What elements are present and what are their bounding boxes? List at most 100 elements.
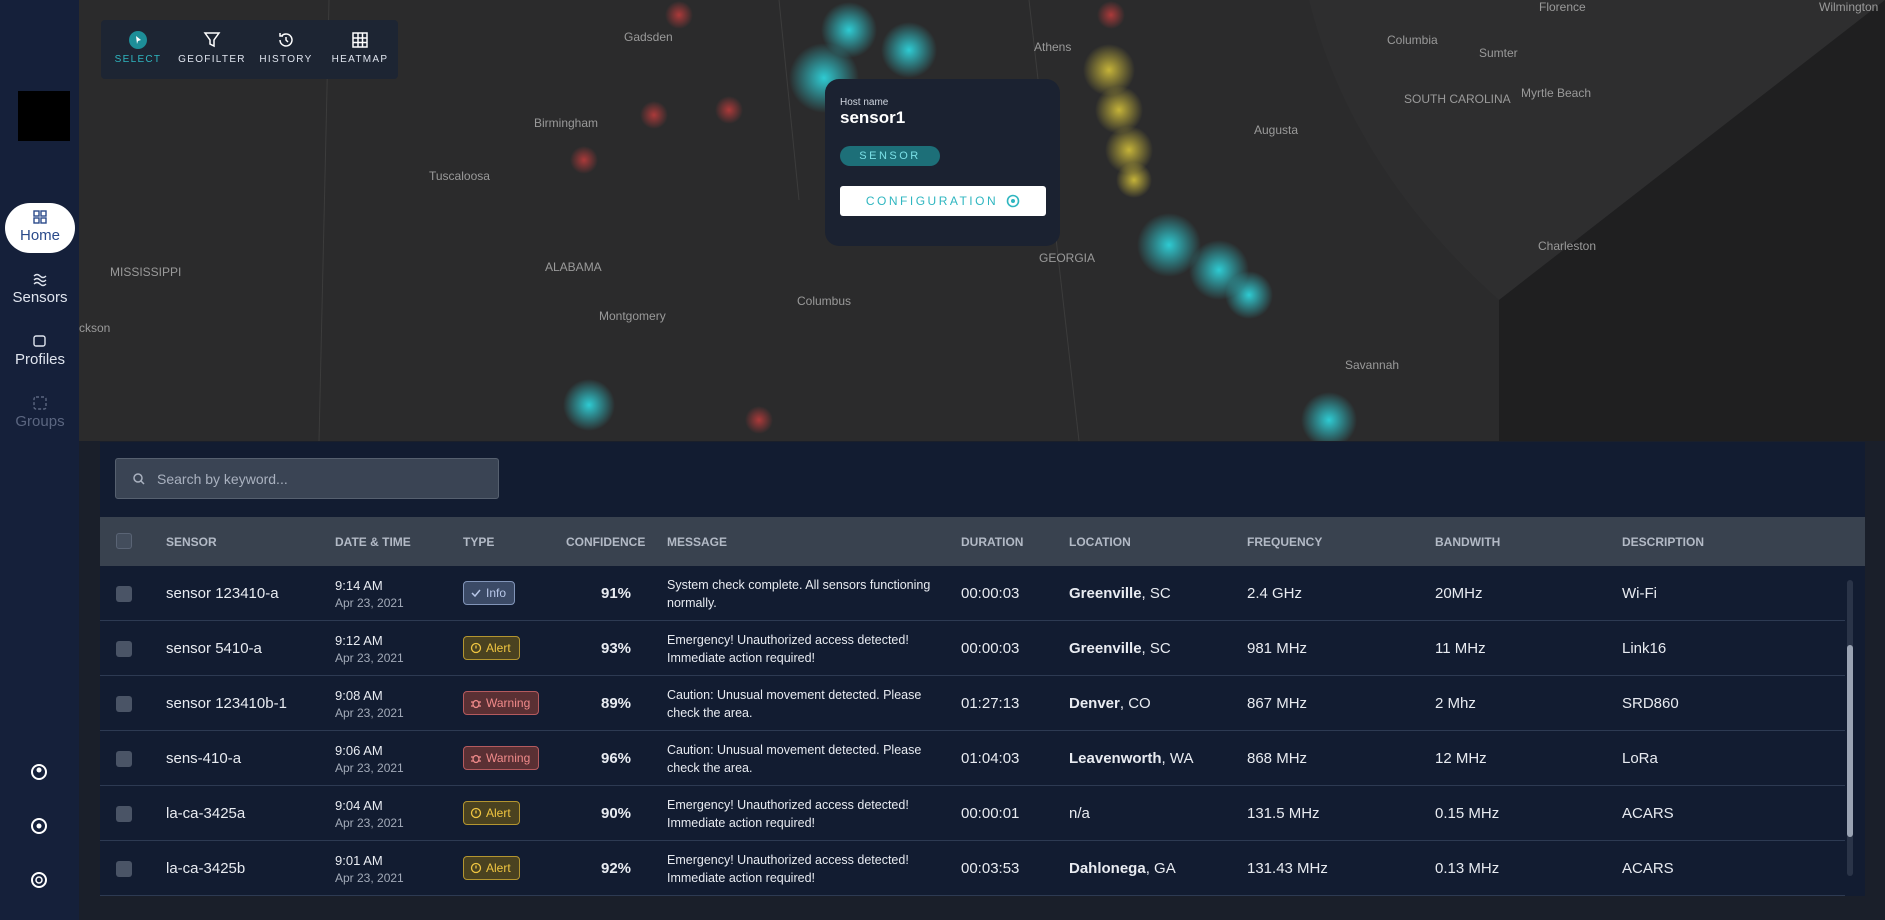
- location: n/a: [1069, 805, 1090, 822]
- location-city: Dahlonega: [1069, 860, 1146, 877]
- settings-icon[interactable]: [28, 815, 50, 837]
- toolbar-button[interactable]: GEOFILTER: [175, 20, 249, 79]
- date: Apr 23, 2021: [335, 651, 404, 665]
- search-icon: [133, 473, 145, 485]
- row-checkbox[interactable]: [116, 861, 132, 877]
- search-input[interactable]: Search by keyword...: [115, 458, 499, 499]
- message: Emergency! Unauthorized access detected!…: [667, 798, 909, 830]
- row-checkbox[interactable]: [116, 806, 132, 822]
- scroll-thumb[interactable]: [1847, 645, 1853, 837]
- nav-item[interactable]: Groups: [5, 389, 75, 439]
- location-city: Leavenworth: [1069, 750, 1162, 767]
- type-badge: Alert: [463, 801, 520, 825]
- tool-label: HISTORY: [259, 54, 313, 65]
- location: Dahlonega, GA: [1069, 860, 1176, 877]
- table-row[interactable]: sens-410-a 9:06 AM Apr 23, 2021 Warning 96% C…: [100, 731, 1845, 786]
- bandwidth: 12 MHz: [1435, 750, 1487, 767]
- badge: SENSOR: [840, 146, 940, 166]
- nav-item[interactable]: Sensors: [5, 265, 75, 315]
- map-label: SOUTH CAROLINA: [1404, 92, 1511, 106]
- type-label: Warning: [486, 751, 531, 765]
- column-header: LOCATION: [1069, 535, 1131, 549]
- heat-blobs: [563, 1, 1357, 441]
- message: Emergency! Unauthorized access detected!…: [667, 633, 909, 665]
- row-checkbox[interactable]: [116, 751, 132, 767]
- tool-label: GEOFILTER: [178, 54, 246, 65]
- description: ACARS: [1622, 860, 1674, 877]
- bandwidth: 20MHz: [1435, 585, 1483, 602]
- type-label: Alert: [486, 641, 511, 655]
- description: LoRa: [1622, 750, 1658, 767]
- row-checkbox[interactable]: [116, 586, 132, 602]
- date: Apr 23, 2021: [335, 706, 404, 720]
- time: 9:14 AM: [335, 578, 383, 593]
- sensor-name: sensor 123410-a: [166, 585, 279, 602]
- type-label: Alert: [486, 806, 511, 820]
- configuration-button[interactable]: CONFIGURATION: [840, 186, 1046, 216]
- location-rest: n/a: [1069, 805, 1090, 822]
- tool-icon: [352, 32, 368, 48]
- column-header: DURATION: [961, 535, 1024, 549]
- description: Wi-Fi: [1622, 585, 1657, 602]
- type-badge: Info: [463, 581, 516, 605]
- sensor-name: sensor 5410-a: [166, 640, 262, 657]
- toolbar-button[interactable]: HISTORY: [249, 20, 323, 79]
- logo: [18, 91, 70, 141]
- toolbar-button[interactable]: SELECT: [101, 20, 175, 79]
- confidence: 90%: [600, 805, 632, 822]
- map-label: Wilmington: [1819, 0, 1879, 14]
- table-row[interactable]: sensor 5410-a 9:12 AM Apr 23, 2021 Alert 93%…: [100, 621, 1845, 676]
- sensor-name: la-ca-3425a: [166, 805, 246, 822]
- location-rest: , WA: [1161, 750, 1194, 767]
- nav-item[interactable]: Home: [5, 203, 75, 253]
- sidebar: Home Sensors Profiles Groups: [0, 0, 79, 920]
- sensor-name: la-ca-3425b: [166, 860, 246, 877]
- map-label: Gadsden: [624, 30, 673, 44]
- message: Emergency! Unauthorized access detected!…: [667, 853, 909, 885]
- help-icon[interactable]: [28, 869, 50, 891]
- confidence: 89%: [600, 695, 632, 712]
- time: 9:12 AM: [335, 633, 383, 648]
- account-icon[interactable]: [28, 761, 50, 783]
- location-rest: , SC: [1141, 585, 1171, 602]
- message: Caution: Unusual movement detected. Plea…: [667, 743, 922, 775]
- map[interactable]: Florence Wilmington Gadsden Athens Columbia S…: [79, 0, 1885, 441]
- type-badge: Warning: [463, 691, 540, 715]
- table-row[interactable]: la-ca-3425b 9:01 AM Apr 23, 2021 Alert 92% Em…: [100, 841, 1845, 896]
- bandwidth: 11 MHz: [1435, 640, 1486, 657]
- frequency: 131.5 MHz: [1247, 805, 1320, 822]
- select-all[interactable]: [116, 533, 132, 549]
- description: Link16: [1622, 640, 1667, 657]
- column-header: TYPE: [463, 535, 495, 549]
- confidence: 91%: [600, 585, 632, 602]
- sensor-name: sens-410-a: [166, 750, 242, 767]
- gear-icon: [1006, 194, 1020, 208]
- location-rest: , CO: [1119, 695, 1151, 712]
- duration: 01:04:03: [961, 750, 1020, 767]
- row-checkbox[interactable]: [116, 696, 132, 712]
- toolbar: SELECT GEOFILTER HISTORY HEATMAP: [101, 20, 398, 79]
- bandwidth: 0.13 MHz: [1435, 860, 1500, 877]
- location-city: Greenville: [1069, 585, 1142, 602]
- type-label: Warning: [486, 696, 531, 710]
- type-badge: Alert: [463, 636, 520, 660]
- table-header: SENSOR DATE & TIME TYPE CONFIDENCE MESSAGE DU…: [100, 517, 1865, 566]
- column-header: DESCRIPTION: [1622, 535, 1705, 549]
- map-label: Savannah: [1345, 358, 1400, 372]
- description: ACARS: [1622, 805, 1674, 822]
- nav-item[interactable]: Profiles: [5, 327, 75, 377]
- table-row[interactable]: la-ca-3425a 9:04 AM Apr 23, 2021 Alert 90% Em…: [100, 786, 1845, 841]
- nav-icon: [33, 335, 46, 347]
- map-label: Columbia: [1387, 33, 1438, 47]
- frequency: 981 MHz: [1247, 640, 1308, 657]
- host-label: Host name: [840, 97, 889, 108]
- duration: 00:00:03: [961, 585, 1020, 602]
- toolbar-button[interactable]: HEATMAP: [323, 20, 397, 79]
- table-row[interactable]: sensor 123410b-1 9:08 AM Apr 23, 2021 Warni…: [100, 676, 1845, 731]
- table-row[interactable]: sensor 123410-a 9:14 AM Apr 23, 2021 Info 91…: [100, 566, 1845, 621]
- row-checkbox[interactable]: [116, 641, 132, 657]
- location-rest: , GA: [1145, 860, 1176, 877]
- frequency: 2.4 GHz: [1247, 585, 1303, 602]
- column-header: MESSAGE: [667, 535, 728, 549]
- location: Greenville, SC: [1069, 640, 1171, 657]
